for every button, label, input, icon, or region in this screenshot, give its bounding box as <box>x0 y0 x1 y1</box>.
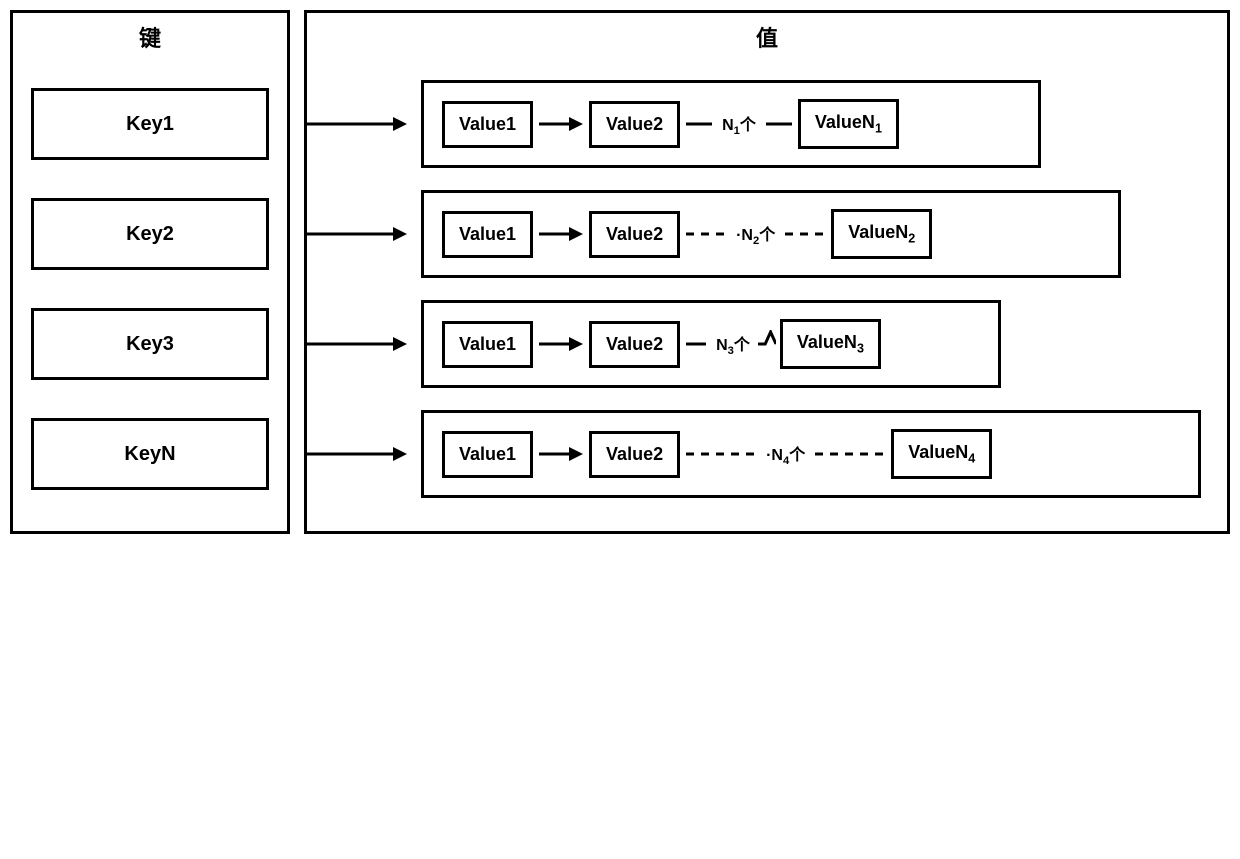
key-to-values-arrow <box>307 334 407 354</box>
values-container: Value1 Value2 ·N2个 ValueN2 <box>421 190 1121 278</box>
values-container: Value1 Value2 ·N4个 ValueN4 <box>421 410 1201 498</box>
values-row: Value1 Value2 ·N2个 ValueN2 <box>325 190 1209 278</box>
connector-line <box>686 444 756 464</box>
connector-hook <box>758 330 776 358</box>
connector-line <box>785 224 825 244</box>
values-row: Value1 Value2 N3个 ValueN3 <box>325 300 1209 388</box>
key-box: Key2 <box>31 198 269 270</box>
key-to-values-arrow <box>307 444 407 464</box>
keys-body: Key1 Key2 Key3 KeyN <box>13 59 287 531</box>
arrow-icon <box>539 114 583 134</box>
count-label: N1个 <box>718 111 760 137</box>
count-label: ·N4个 <box>762 441 809 467</box>
value-box: Value2 <box>589 101 680 148</box>
key-box: KeyN <box>31 418 269 490</box>
values-container: Value1 Value2 N3个 ValueN3 <box>421 300 1001 388</box>
values-column: 值 Value1 Value2 N1个 ValueN1 Value1 Value2 ·N2个… <box>304 10 1230 534</box>
connector-line <box>686 334 706 354</box>
key-value-diagram: 键 Key1Key2Key3KeyN 值 Value1Value2N1个Valu… <box>10 10 1230 534</box>
values-row: Value1 Value2 ·N4个 ValueN4 <box>325 410 1209 498</box>
value-box: ValueN3 <box>780 319 881 369</box>
key-to-values-arrow <box>307 224 407 244</box>
count-label: ·N2个 <box>732 221 779 247</box>
value-box: ValueN1 <box>798 99 899 149</box>
value-box: ValueN2 <box>831 209 932 259</box>
count-label: N3个 <box>712 331 754 357</box>
values-row: Value1 Value2 N1个 ValueN1 <box>325 80 1209 168</box>
value-box: Value1 <box>442 101 533 148</box>
connector-line <box>766 114 792 134</box>
value-box: ValueN4 <box>891 429 992 479</box>
key-to-values-arrow <box>307 114 407 134</box>
value-box: Value1 <box>442 431 533 478</box>
keys-header: 键 <box>13 13 287 59</box>
value-box: Value2 <box>589 321 680 368</box>
key-box: Key3 <box>31 308 269 380</box>
value-box: Value2 <box>589 211 680 258</box>
connector-line <box>686 114 712 134</box>
values-header: 值 <box>307 13 1227 59</box>
arrow-icon <box>539 444 583 464</box>
value-box: Value2 <box>589 431 680 478</box>
keys-column: 键 Key1 Key2 Key3 KeyN <box>10 10 290 534</box>
connector-line <box>686 224 726 244</box>
connector-line <box>815 444 885 464</box>
values-container: Value1 Value2 N1个 ValueN1 <box>421 80 1041 168</box>
value-box: Value1 <box>442 211 533 258</box>
arrow-icon <box>539 334 583 354</box>
values-body: Value1Value2N1个ValueN1Value1Value2·N2个Va… <box>307 59 1227 531</box>
arrow-icon <box>539 224 583 244</box>
key-box: Key1 <box>31 88 269 160</box>
value-box: Value1 <box>442 321 533 368</box>
